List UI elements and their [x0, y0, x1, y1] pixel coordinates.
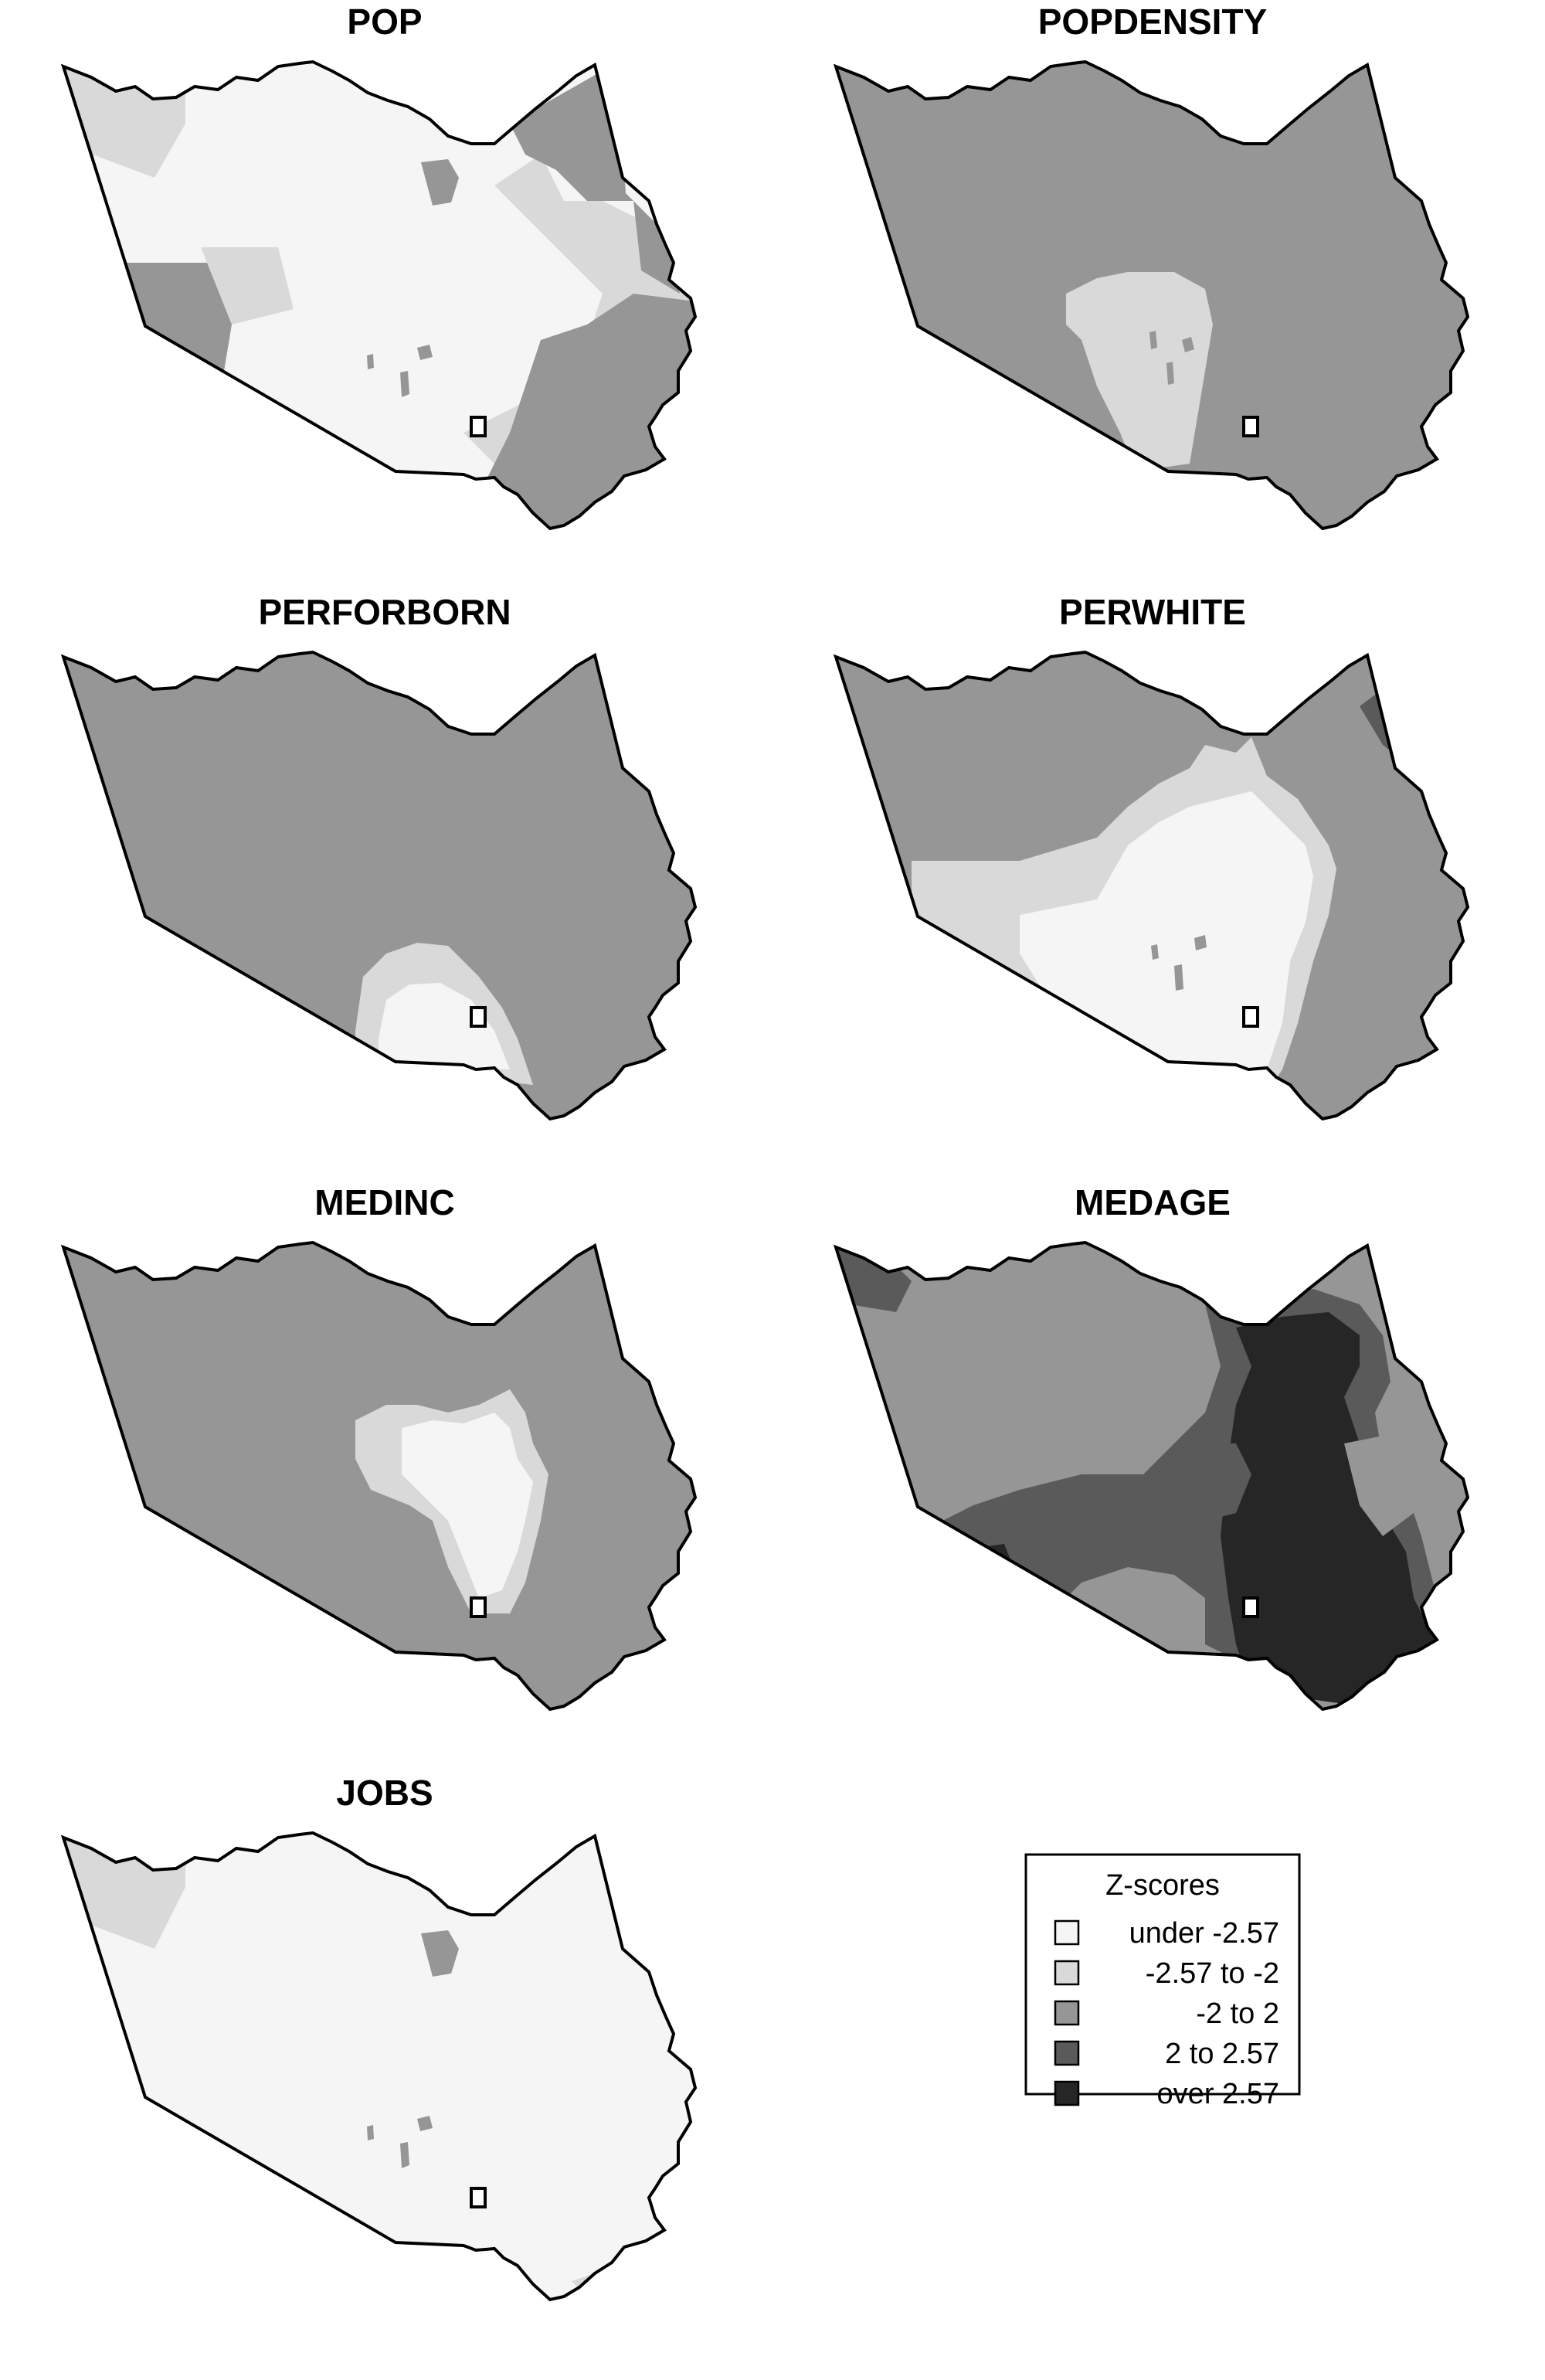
legend-label-under-2-57: under -2.57 [1129, 1917, 1279, 1950]
legend-swatch-2-57-to-2 [1054, 1960, 1080, 1986]
map-title-perforborn: PERFORBORN [258, 592, 511, 632]
legend-label-2-57-to-2: -2.57 to -2 [1146, 1957, 1279, 1990]
legend-label-2-to-2: -2 to 2 [1196, 1998, 1279, 2030]
legend-swatch-2-to-2 [1054, 2000, 1080, 2026]
legend-label-over-2-57: over 2.57 [1157, 2078, 1279, 2110]
map-title-medinc: MEDINC [314, 1182, 454, 1222]
map-title-medage: MEDAGE [1075, 1182, 1231, 1222]
map-panel-jobs: JOBS [62, 1773, 697, 2301]
map-title-jobs: JOBS [336, 1773, 433, 1813]
map-panel-pop: POP [62, 2, 697, 530]
legend: Z-scores under -2.57 -2.57 to -2 -2 to 2… [1024, 1853, 1301, 2110]
map-title-pop: POP [347, 2, 422, 42]
map-title-popdensity: POPDENSITY [1038, 2, 1268, 42]
map-title-perwhite: PERWHITE [1059, 592, 1246, 632]
legend-swatch-over-2-57 [1054, 2080, 1080, 2106]
legend-swatch-2-to-2-57 [1054, 2040, 1080, 2066]
map-panel-perforborn: PERFORBORN [62, 592, 697, 1120]
map-panel-popdensity: POPDENSITY [834, 2, 1469, 530]
map-panel-medage: MEDAGE [834, 1182, 1469, 1711]
map-panel-medinc: MEDINC [62, 1182, 697, 1711]
legend-label-2-to-2-57: 2 to 2.57 [1165, 2038, 1279, 2070]
legend-swatch-under-2-57 [1054, 1919, 1080, 1946]
map-panel-perwhite: PERWHITE [834, 592, 1469, 1120]
legend-title: Z-scores [1105, 1869, 1220, 1902]
